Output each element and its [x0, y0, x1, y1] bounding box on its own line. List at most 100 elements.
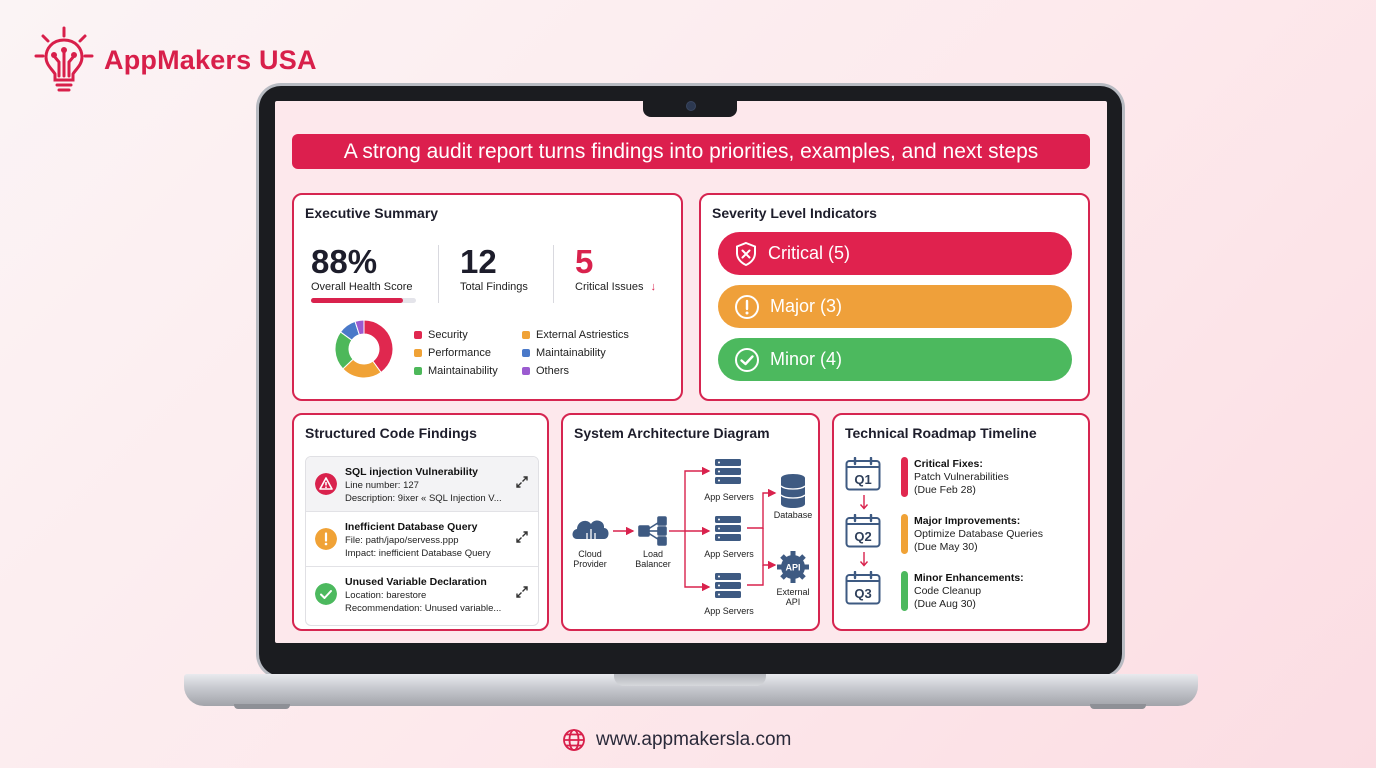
down-arrow-icon: ↓ [650, 281, 657, 293]
severity-card: Severity Level Indicators Critical (5) M… [699, 193, 1090, 401]
database-icon [780, 474, 806, 508]
warning-triangle-icon [315, 473, 337, 495]
shield-x-icon [736, 241, 756, 266]
app-servers-label: App Servers [704, 606, 754, 616]
total-findings-value: 12 [460, 243, 497, 280]
roadmap-item-detail: Code Cleanup [914, 585, 982, 597]
down-arrow-icon [859, 552, 869, 567]
down-arrow-icon [859, 495, 869, 510]
category-donut-chart [334, 319, 394, 379]
expand-icon[interactable] [514, 584, 530, 600]
card-title: Technical Roadmap Timeline [845, 425, 1037, 441]
expand-icon[interactable] [514, 529, 530, 545]
finding-detail: Impact: inefficient Database Query [345, 548, 491, 559]
app-servers-label: App Servers [704, 549, 754, 559]
exclamation-circle-icon [735, 294, 759, 319]
expand-icon[interactable] [514, 474, 530, 490]
quarter-label: Q1 [854, 472, 871, 487]
roadmap-card: Technical Roadmap Timeline Q1 Q2 Q3 Crit… [832, 413, 1090, 631]
severity-minor-pill[interactable]: Minor (4) [718, 338, 1072, 381]
roadmap-bar-critical [901, 457, 908, 497]
calendar-icon: Q2 [845, 514, 881, 548]
legend-swatch [414, 367, 422, 375]
legend-item: External Astriestics [522, 329, 629, 341]
legend-swatch [522, 331, 530, 339]
findings-list: SQL injection Vulnerability Line number:… [305, 456, 539, 626]
critical-issues-label: Critical Issues ↓ [575, 281, 656, 293]
roadmap-item-detail: Optimize Database Queries [914, 528, 1043, 540]
calendar-icon: Q3 [845, 571, 881, 605]
database-label: Database [773, 510, 813, 520]
legend-item: Maintainability [414, 365, 498, 377]
roadmap-item-title: Major Improvements: [914, 515, 1021, 527]
legend-label: External Astriestics [536, 329, 629, 341]
code-findings-card: Structured Code Findings SQL injection V… [292, 413, 549, 631]
severity-label: Critical (5) [768, 243, 851, 263]
finding-detail: File: path/japo/servess.ppp [345, 535, 459, 546]
quarter-label: Q3 [854, 586, 871, 601]
laptop-screen: A strong audit report turns findings int… [275, 101, 1107, 643]
laptop-foot-right [1090, 704, 1146, 709]
external-api-label: External API [771, 587, 815, 607]
load-balancer-icon [638, 516, 667, 546]
legend-swatch [414, 331, 422, 339]
finding-detail: Location: barestore [345, 590, 427, 601]
roadmap-item-title: Minor Enhancements: [914, 572, 1024, 584]
legend-label: Security [428, 329, 468, 341]
donut-slice [354, 319, 365, 336]
load-balancer-label: Load Balancer [632, 549, 674, 569]
website-url[interactable]: www.appmakersla.com [596, 729, 792, 750]
executive-summary-card: Executive Summary 88% Overall Health Sco… [292, 193, 683, 401]
external-api-label-text: External API [776, 587, 810, 607]
total-findings-label: Total Findings [460, 281, 528, 293]
brand: AppMakers USA [34, 26, 317, 94]
severity-critical-pill[interactable]: Critical (5) [718, 232, 1072, 275]
health-progress-track [311, 298, 416, 303]
card-title: System Architecture Diagram [574, 425, 770, 441]
roadmap-item-detail: Patch Vulnerabilities [914, 471, 1009, 483]
app-servers-label: App Servers [704, 492, 754, 502]
cloud-provider-label: Cloud Provider [569, 549, 611, 569]
website-link[interactable]: www.appmakersla.com [562, 728, 791, 752]
legend-swatch [522, 349, 530, 357]
divider [553, 245, 554, 303]
legend-label: Others [536, 365, 570, 377]
health-score-label: Overall Health Score [311, 281, 413, 293]
api-badge-text: API [785, 563, 800, 573]
severity-label: Major (3) [770, 296, 843, 316]
critical-issues-value: 5 [575, 243, 594, 280]
check-circle-icon [735, 347, 759, 372]
brand-name: AppMakers USA [104, 44, 317, 75]
finding-row-sql-injection[interactable]: SQL injection Vulnerability Line number:… [306, 457, 538, 512]
roadmap-item-due: (Due Aug 30) [914, 598, 976, 610]
finding-row-inefficient-query[interactable]: Inefficient Database Query File: path/ja… [306, 512, 538, 567]
health-score-value: 88% [311, 243, 378, 280]
laptop-trackpad-notch [614, 674, 766, 686]
check-icon [315, 583, 337, 605]
legend-swatch [522, 367, 530, 375]
server-icon [715, 459, 741, 598]
roadmap-bar-major [901, 514, 908, 554]
quarter-label: Q2 [854, 529, 871, 544]
load-balancer-label-text: Load Balancer [635, 549, 671, 569]
finding-detail: Recommendation: Unused variable... [345, 603, 502, 614]
health-progress-fill [311, 298, 404, 303]
finding-title: Inefficient Database Query [345, 521, 478, 533]
card-title: Executive Summary [305, 205, 439, 221]
api-gear-icon: API [777, 551, 809, 583]
severity-major-pill[interactable]: Major (3) [718, 285, 1072, 328]
critical-issues-label-text: Critical Issues [575, 281, 644, 293]
roadmap-item-due: (Due May 30) [914, 541, 978, 553]
finding-row-unused-variable[interactable]: Unused Variable Declaration Location: ba… [306, 567, 538, 622]
severity-label: Minor (4) [770, 349, 843, 369]
finding-detail: Description: 9ixer « SQL Injection V... [345, 493, 502, 504]
roadmap-item-title: Critical Fixes: [914, 458, 983, 470]
finding-title: SQL injection Vulnerability [345, 466, 479, 478]
finding-detail: Line number: 127 [345, 480, 419, 491]
card-title: Severity Level Indicators [712, 205, 877, 221]
roadmap-bar-minor [901, 571, 908, 611]
legend-item: Maintainability [522, 347, 606, 359]
camera-icon [686, 101, 696, 111]
cloud-icon [572, 520, 609, 539]
cloud-provider-label-text: Cloud Provider [573, 549, 607, 569]
